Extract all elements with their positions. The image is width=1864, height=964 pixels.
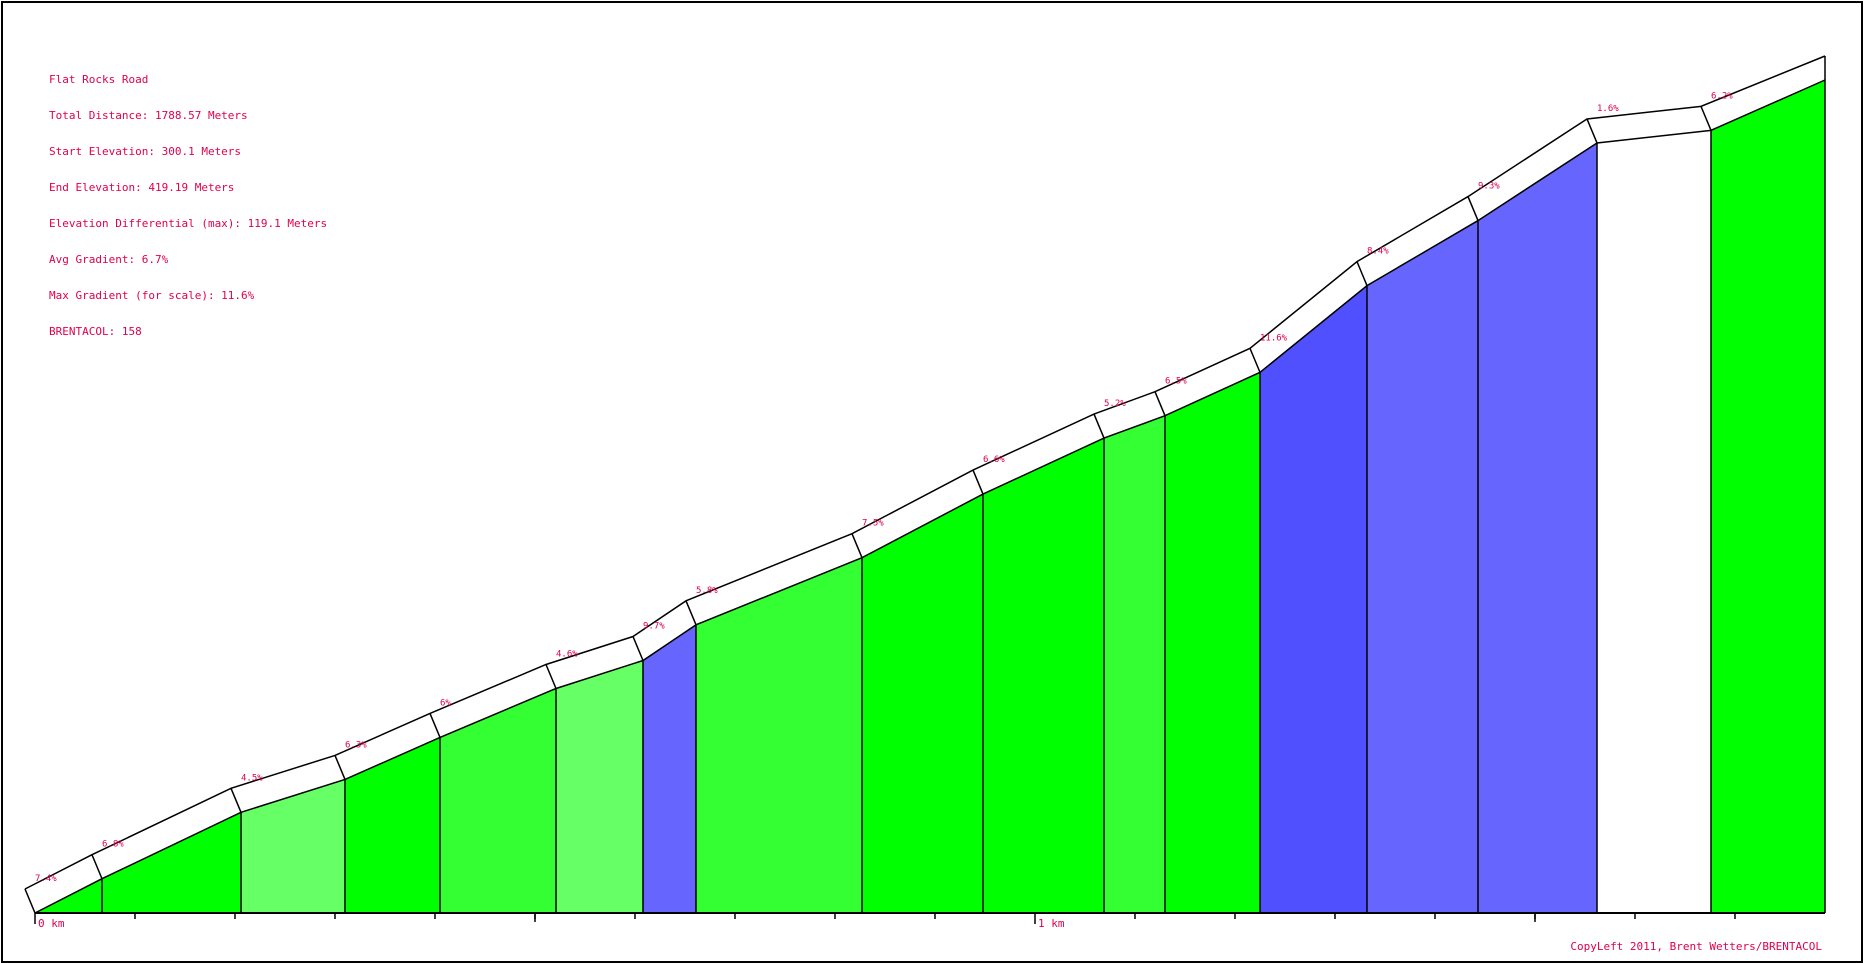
road-band [25, 56, 1825, 913]
segment-fill-9 [983, 438, 1104, 913]
road-band-back-edge [24, 55, 1826, 890]
segment-fill-16 [1711, 80, 1825, 913]
segment-fill-13 [1367, 220, 1478, 914]
road-band-tick-11 [1154, 391, 1166, 417]
segment-fill-11 [1165, 372, 1260, 913]
max-gradient: Max Gradient (for scale): 11.6% [49, 289, 255, 302]
gradient-label-1: 6.8% [102, 840, 124, 850]
gradient-label-11: 6.5% [1165, 377, 1187, 387]
gradient-label-5: 4.6% [556, 649, 578, 659]
brentacol-score: BRENTACOL: 158 [49, 325, 142, 338]
gradient-label-0: 7.4% [35, 874, 57, 884]
gradient-label-12: 11.6% [1260, 333, 1288, 343]
gradient-label-3: 6.3% [345, 740, 367, 750]
road-band-tick-8 [851, 533, 863, 558]
segment-fill-8 [862, 494, 983, 913]
gradient-label-10: 5.2% [1104, 399, 1126, 409]
road-band-tick-15 [1586, 118, 1598, 144]
road-band-tick-6 [632, 636, 644, 661]
avg-gradient: Avg Gradient: 6.7% [49, 253, 169, 266]
segment-fill-15 [1597, 130, 1711, 914]
gradient-label-4: 6% [440, 698, 451, 708]
segment-fill-7 [696, 557, 862, 913]
segment-fill-6 [643, 624, 696, 913]
road-band-tick-16 [1700, 106, 1712, 131]
copyright-text: CopyLeft 2011, Brent Wetters/BRENTACOL [1570, 940, 1822, 953]
gradient-label-14: 9.3% [1478, 182, 1500, 192]
route-title: Flat Rocks Road [49, 73, 149, 86]
road-band-tick-0 [24, 888, 36, 914]
segment-fill-4 [440, 688, 556, 913]
end-elevation: End Elevation: 419.19 Meters [49, 181, 235, 194]
elevation-differential: Elevation Differential (max): 119.1 Mete… [49, 217, 328, 230]
segment-fill-12 [1260, 285, 1367, 913]
road-band-tick-3 [334, 755, 346, 780]
gradient-label-7: 5.8% [696, 586, 718, 596]
info-panel: Flat Rocks Road Total Distance: 1788.57 … [49, 50, 327, 350]
segment-fill-1 [102, 812, 241, 913]
segment-fill-10 [1104, 415, 1165, 913]
road-band-tick-14 [1467, 196, 1479, 221]
gradient-label-6: 9.7% [643, 622, 665, 632]
gradient-label-15: 1.6% [1597, 104, 1619, 114]
gradient-label-2: 4.5% [241, 773, 263, 783]
segment-fill-14 [1478, 142, 1597, 914]
road-band-tick-4 [429, 713, 441, 738]
road-band-tick-9 [972, 469, 984, 495]
x-tick-label-1: 1 km [1038, 917, 1065, 930]
road-band-tick-2 [230, 787, 242, 813]
gradient-label-8: 7.5% [862, 519, 884, 529]
segment-fill-3 [345, 737, 440, 913]
segment-fill-5 [556, 660, 643, 913]
road-band-tick-13 [1356, 261, 1368, 286]
x-tick-label-0: 0 km [38, 917, 65, 930]
road-band-tick-1 [91, 854, 103, 880]
road-band-tick-7 [685, 600, 697, 626]
gradient-label-9: 6.6% [983, 455, 1005, 465]
start-elevation: Start Elevation: 300.1 Meters [49, 145, 242, 158]
gradient-label-13: 8.4% [1367, 247, 1389, 257]
road-band-tick-12 [1249, 348, 1261, 373]
road-band-tick-10 [1093, 413, 1105, 439]
profile-line [34, 79, 1826, 914]
segment-fill-2 [241, 779, 345, 913]
road-band-tick-5 [545, 664, 557, 689]
gradient-label-16: 6.2% [1711, 91, 1733, 101]
total-distance: Total Distance: 1788.57 Meters [49, 109, 248, 122]
